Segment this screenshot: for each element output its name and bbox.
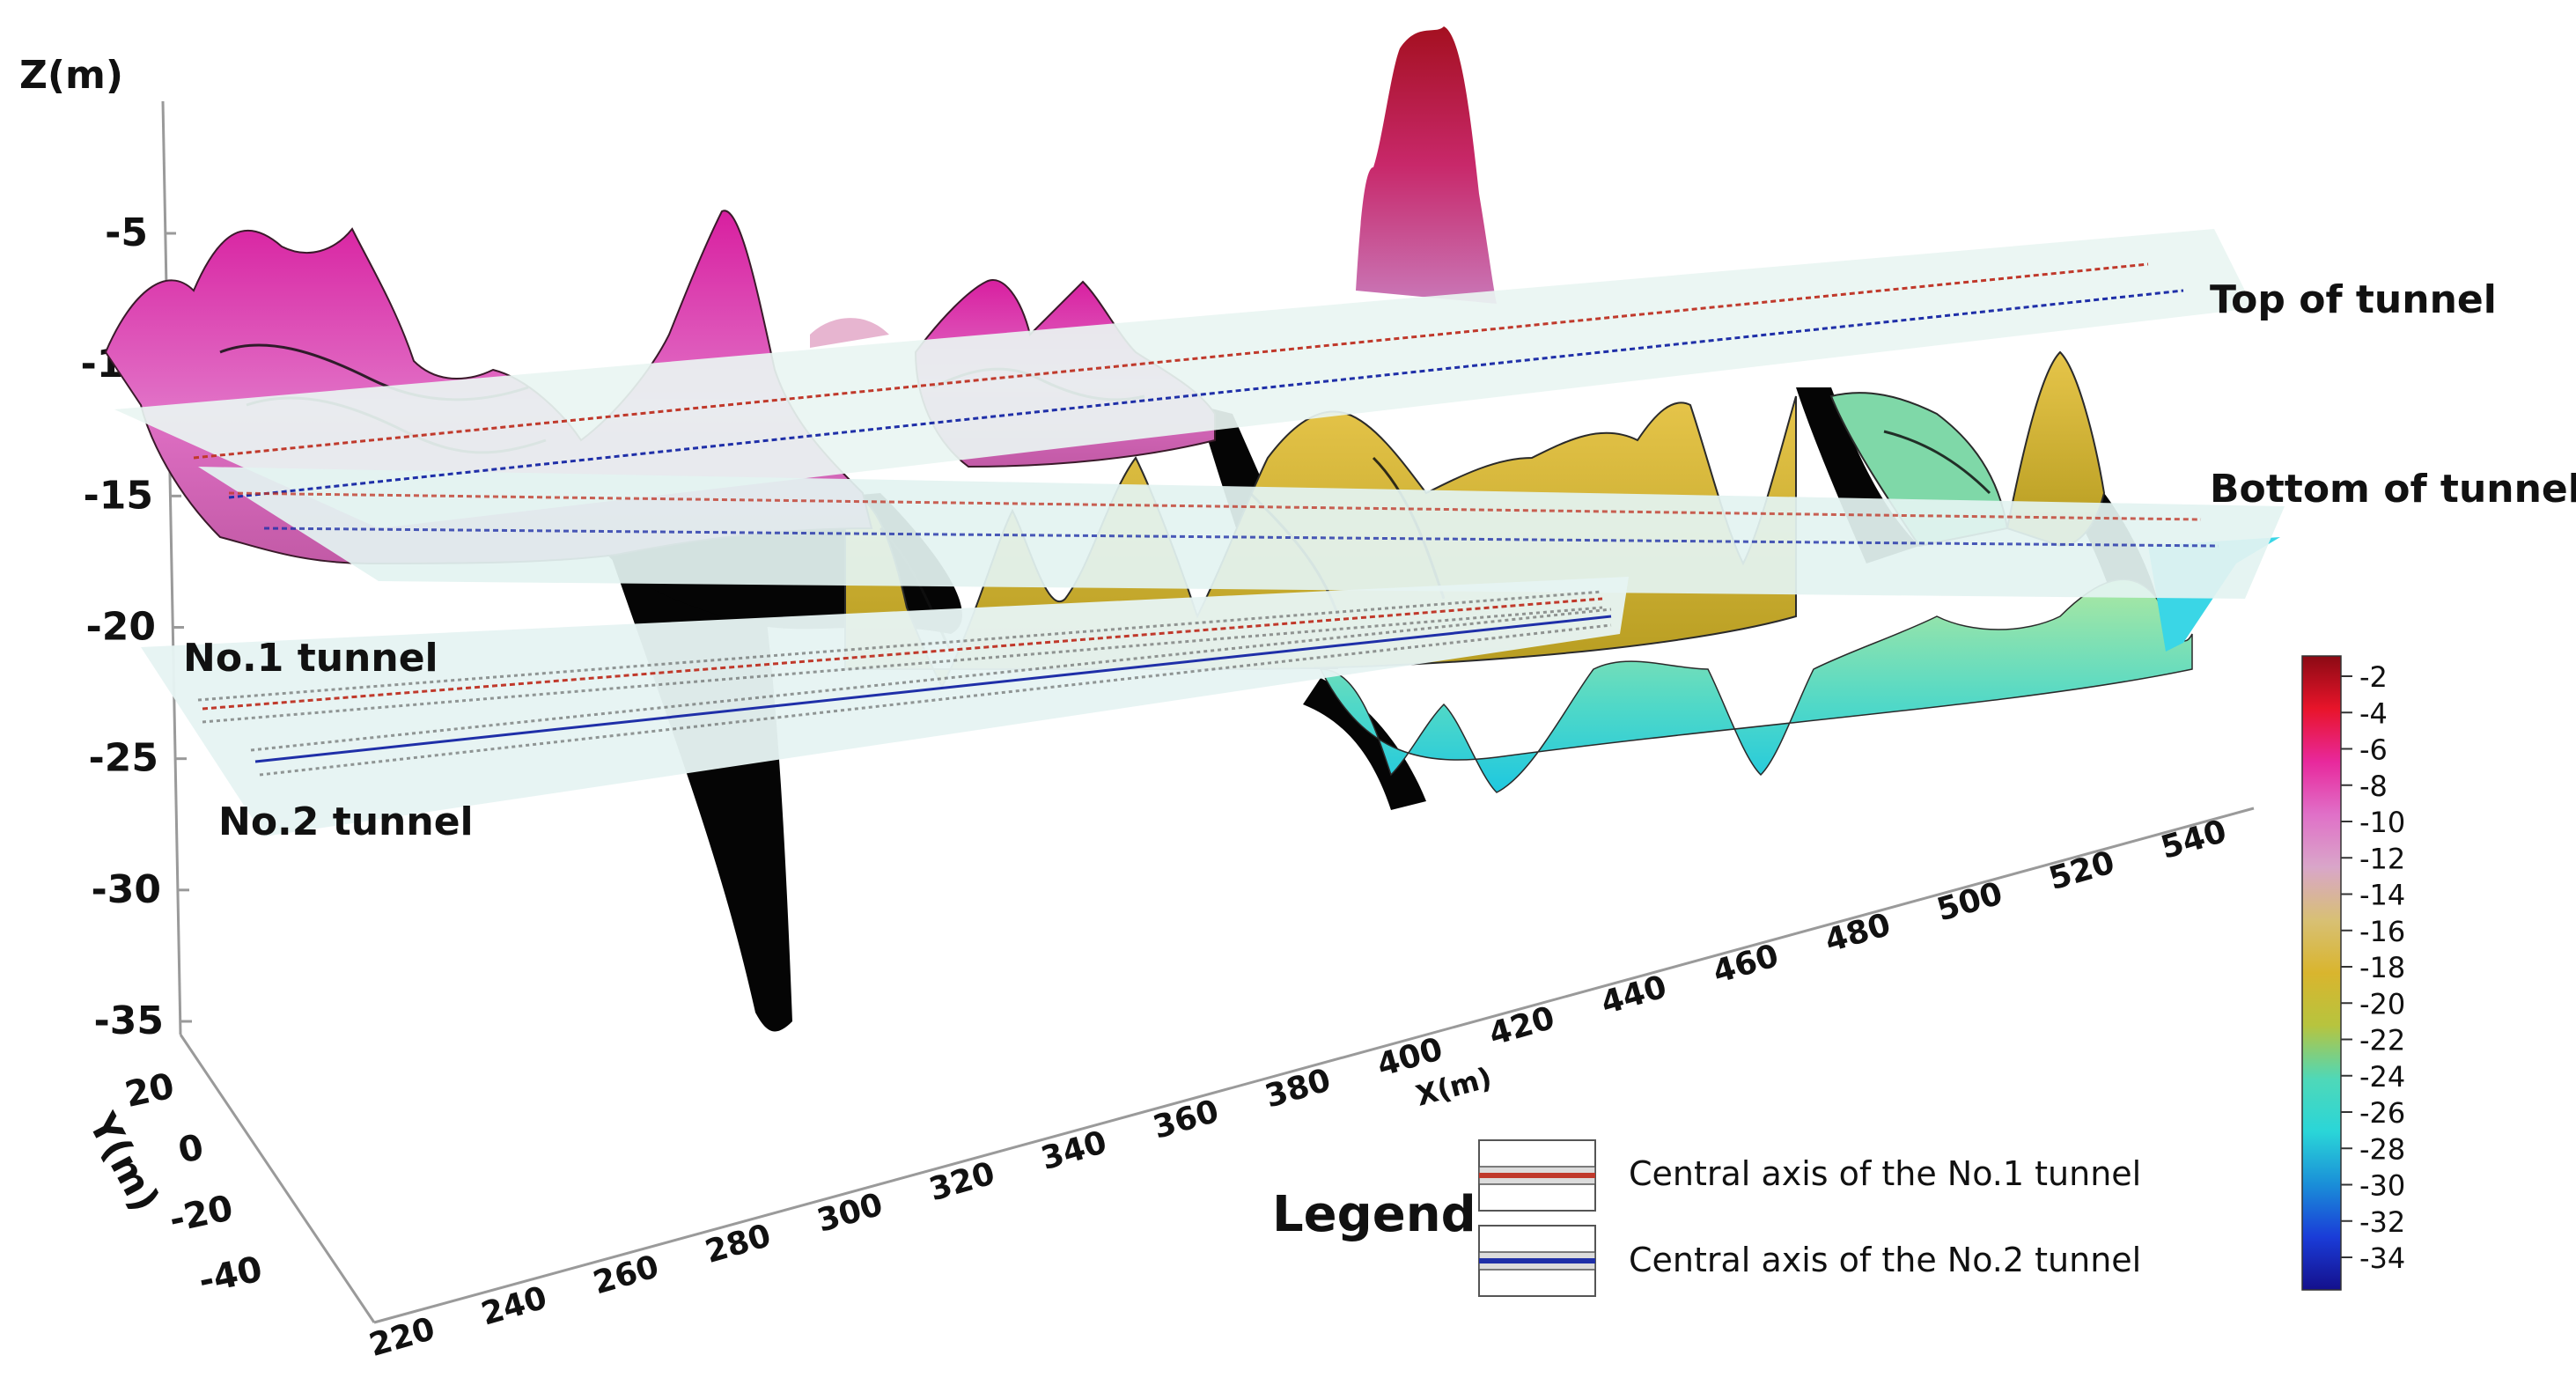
colorbar: -2-4-6-8-10-12-14-16-18-20-22-24-26-28-3…: [2301, 655, 2405, 1291]
plane-label-bottom: Bottom of tunnel: [2210, 467, 2576, 512]
y-axis-line: [179, 1034, 376, 1323]
colorbar-tick-label: -18: [2359, 951, 2405, 984]
colorbar-tick-label: -12: [2359, 842, 2405, 875]
x-tick-label: 520: [2045, 844, 2119, 897]
colorbar-tick-label: -2: [2359, 660, 2388, 694]
colorbar-tick-label: -28: [2359, 1132, 2405, 1166]
x-tick-label: 260: [589, 1249, 663, 1301]
colorbar-tick-label: -14: [2359, 879, 2405, 912]
legend-item-no1: Central axis of the No.1 tunnel: [1478, 1139, 2141, 1212]
colorbar-tick-label: -10: [2359, 806, 2405, 839]
x-axis-ticks: 2202402602803003203403603804004204404604…: [365, 814, 2231, 1364]
y-axis-label: Y(m): [79, 1105, 168, 1219]
x-tick-label: 500: [1933, 876, 2007, 929]
colorbar-tick-label: -34: [2359, 1241, 2405, 1275]
z-axis-label: Z(m): [19, 53, 123, 98]
tunnel-label-no2: No.2 tunnel: [218, 799, 474, 844]
colorbar-tick-label: -22: [2359, 1024, 2405, 1057]
legend-title: Legend: [1272, 1186, 1476, 1243]
x-tick-label: 220: [365, 1311, 439, 1364]
x-tick-label: 480: [1821, 907, 1895, 960]
colorbar-ticks: -2-4-6-8-10-12-14-16-18-20-22-24-26-28-3…: [2341, 660, 2405, 1275]
x-tick-label: 420: [1485, 1000, 1559, 1053]
z-tick-label: -15: [84, 473, 154, 518]
colorbar-tick-label: -30: [2359, 1169, 2405, 1203]
x-tick-label: 320: [925, 1155, 999, 1208]
y-tick-label: 0: [175, 1127, 208, 1172]
tunnel-planes: [114, 229, 2285, 836]
y-tick-label: -20: [166, 1188, 236, 1241]
x-tick-label: 240: [477, 1280, 551, 1333]
cyan-lows: [1319, 578, 2193, 793]
y-tick-label: 20: [121, 1065, 178, 1116]
x-tick-label: 300: [813, 1187, 887, 1240]
legend-label-no2: Central axis of the No.2 tunnel: [1629, 1241, 2141, 1279]
colorbar-tick-label: -24: [2359, 1060, 2405, 1094]
tunnel-label-no1: No.1 tunnel: [183, 636, 438, 681]
colorbar-tick-label: -8: [2359, 770, 2388, 803]
x-tick-label: 380: [1262, 1062, 1336, 1115]
z-axis-line: [161, 100, 182, 1035]
z-tick-label: -5: [105, 210, 148, 255]
axis-frame: [161, 100, 2255, 1324]
z-tick-label: -30: [92, 867, 162, 912]
colorbar-tick-label: -16: [2359, 915, 2405, 948]
x-tick-label: 280: [702, 1218, 776, 1271]
x-tick-label: 340: [1037, 1124, 1111, 1177]
colorbar-tick-label: -4: [2359, 696, 2388, 730]
axis-lines: [193, 262, 2219, 777]
x-tick-label: 440: [1597, 969, 1671, 1021]
red-tall-peak: [1356, 26, 1497, 304]
colorbar-tick-label: -26: [2359, 1096, 2405, 1130]
z-tick-label: -20: [86, 605, 157, 650]
z-tick-label: -35: [94, 998, 165, 1043]
black-wall-low: [1303, 678, 1426, 810]
plane-label-top: Top of tunnel: [2210, 277, 2497, 322]
z-tick-label: -25: [89, 736, 159, 781]
x-tick-label: 460: [1709, 938, 1783, 991]
x-tick-label: 360: [1149, 1094, 1223, 1146]
colorbar-tick-label: -32: [2359, 1205, 2405, 1239]
x-axis-line: [373, 807, 2255, 1324]
colorbar-tick-label: -20: [2359, 987, 2405, 1020]
legend-item-no2: Central axis of the No.2 tunnel: [1478, 1225, 2141, 1297]
bottom-plane: [198, 467, 2285, 599]
x-tick-label: 540: [2157, 814, 2231, 866]
pink-small-bump: [810, 318, 889, 348]
colorbar-scale: [2301, 655, 2342, 1291]
legend: Legend Central axis of the No.1 tunnel C…: [1272, 1139, 2141, 1297]
legend-label-no1: Central axis of the No.1 tunnel: [1629, 1154, 2141, 1193]
colorbar-tick-label: -6: [2359, 733, 2388, 767]
z-axis-ticks: -5-10-15-20-25-30-35: [81, 210, 192, 1043]
y-tick-label: -40: [195, 1249, 266, 1301]
